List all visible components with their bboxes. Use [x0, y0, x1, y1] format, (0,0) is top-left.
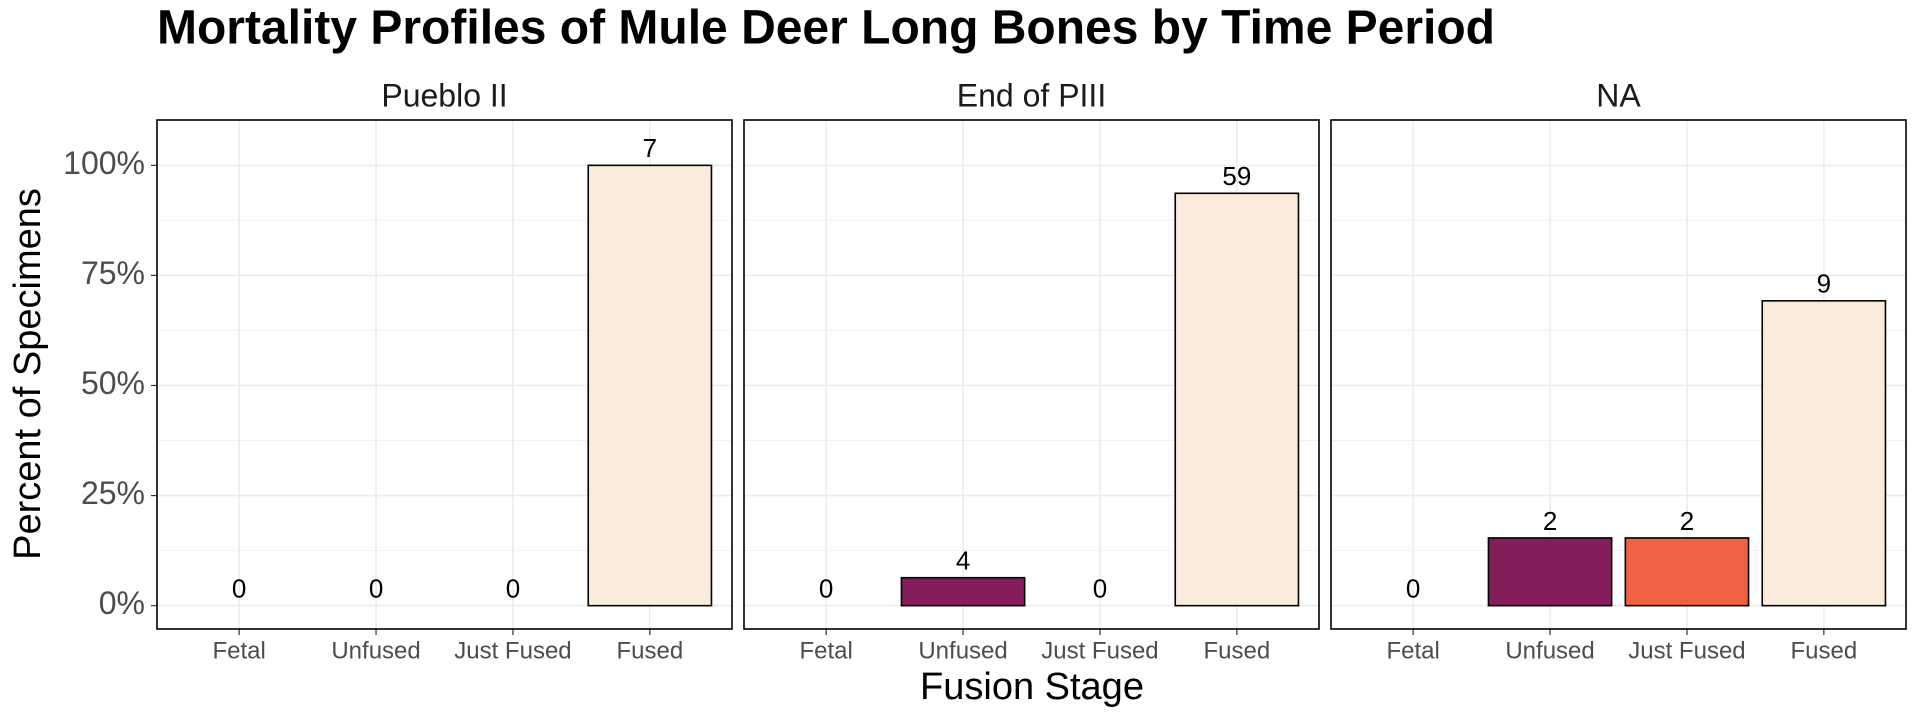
y-tick-label: 100% [63, 145, 145, 181]
x-tick-label: Fused [1204, 637, 1271, 664]
data-label: 0 [506, 574, 520, 604]
chart-title: Mortality Profiles of Mule Deer Long Bon… [157, 2, 1495, 55]
data-label: 0 [369, 574, 383, 604]
bar [900, 576, 1026, 607]
bar [1761, 300, 1887, 607]
strip-label: NA [1596, 77, 1641, 113]
y-tick-label: 25% [81, 475, 145, 511]
strip-label: Pueblo II [381, 77, 507, 113]
x-tick-label: Unfused [918, 637, 1007, 664]
data-label: 2 [1543, 506, 1557, 536]
data-label: 59 [1222, 161, 1251, 191]
x-tick-label: Fused [617, 637, 684, 664]
y-tick-label: 50% [81, 365, 145, 401]
data-label: 7 [643, 133, 657, 163]
x-tick-label: Just Fused [1041, 637, 1158, 664]
y-tick-label: 0% [99, 585, 145, 621]
x-tick-label: Just Fused [1628, 637, 1745, 664]
bar [1487, 537, 1613, 607]
x-tick-label: Fetal [1386, 637, 1439, 664]
bar [1624, 537, 1750, 607]
strip-label: End of PIII [957, 77, 1106, 113]
bar [1174, 192, 1300, 607]
data-label: 9 [1817, 269, 1831, 299]
x-tick-label: Unfused [331, 637, 420, 664]
data-label: 0 [1406, 574, 1420, 604]
x-tick-label: Fused [1791, 637, 1858, 664]
x-tick-label: Fetal [212, 637, 265, 664]
y-axis-title: Percent of Specimens [7, 188, 49, 560]
panel-border [156, 119, 733, 630]
x-axis-title: Fusion Stage [920, 666, 1144, 708]
panel-border [1330, 119, 1907, 630]
x-tick-label: Unfused [1505, 637, 1594, 664]
x-tick-label: Fetal [799, 637, 852, 664]
bar [587, 164, 713, 607]
data-label: 0 [819, 574, 833, 604]
data-label: 0 [1093, 574, 1107, 604]
data-label: 4 [956, 546, 970, 576]
x-tick-label: Just Fused [454, 637, 571, 664]
data-label: 0 [232, 574, 246, 604]
panel-border [743, 119, 1320, 630]
y-tick-label: 75% [81, 255, 145, 291]
data-label: 2 [1680, 506, 1694, 536]
